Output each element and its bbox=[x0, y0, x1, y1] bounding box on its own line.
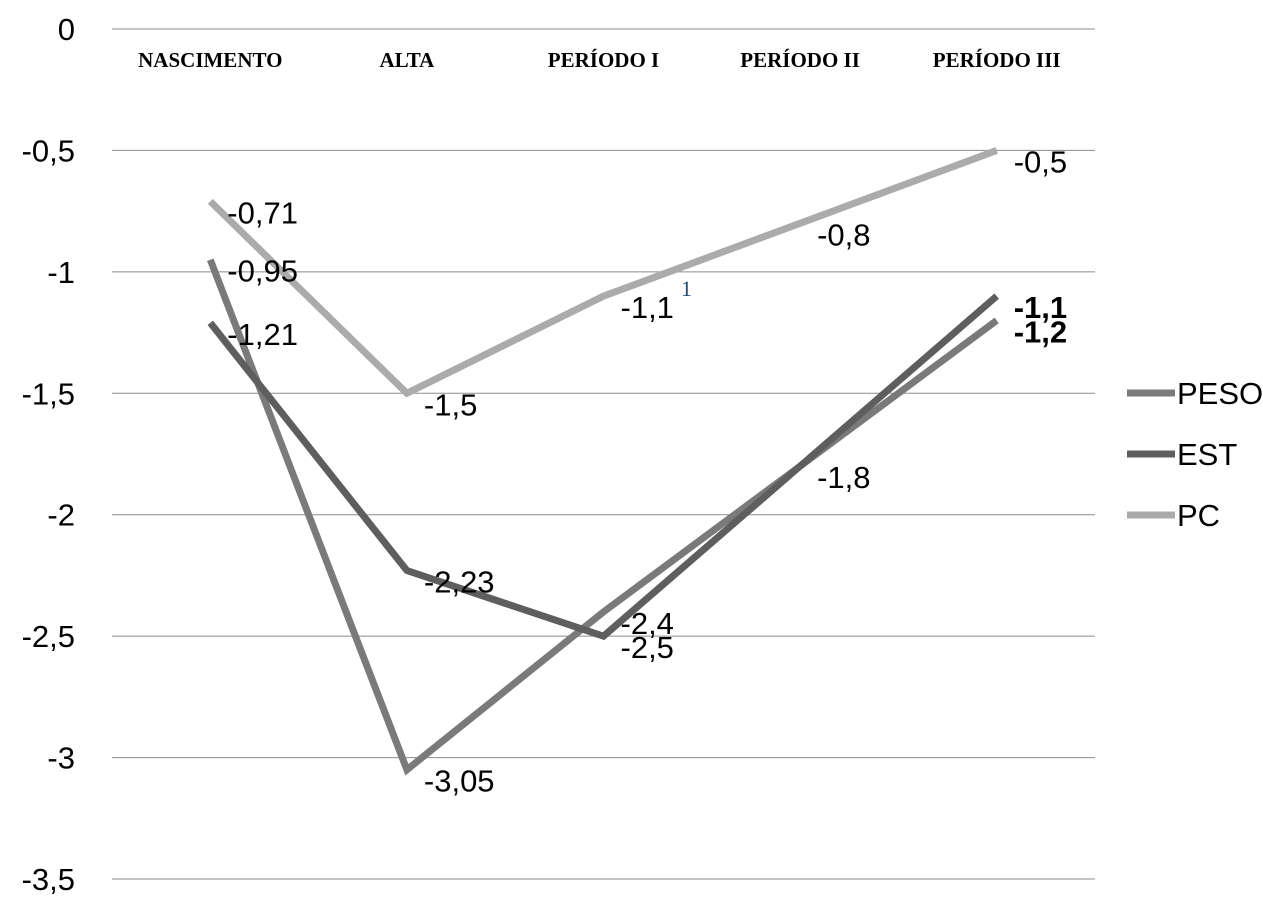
data-labels: -0,95 -3,05 -2,4 -1,2 -1,21 -2,23 -2,5 -1,8 -1,1… bbox=[227, 144, 1067, 798]
data-label-est: -2,23 bbox=[424, 565, 495, 600]
legend: PESO EST PC bbox=[1127, 376, 1263, 533]
footnote-marker: 1 bbox=[681, 276, 692, 301]
series-line-est bbox=[207, 293, 999, 641]
y-axis-ticks: 0 -0,5 -1 -1,5 -2 -2,5 -3 -3,5 bbox=[22, 12, 75, 897]
data-label-peso: -3,05 bbox=[424, 764, 495, 799]
y-tick-label: -1,5 bbox=[22, 376, 75, 411]
legend-label-est: EST bbox=[1177, 437, 1237, 472]
legend-label-peso: PESO bbox=[1177, 376, 1263, 411]
data-label-est: -1,8 bbox=[817, 460, 870, 495]
data-label-peso: -2,4 bbox=[621, 606, 674, 641]
data-label-est: -1,1 bbox=[1014, 290, 1067, 325]
y-tick-label: -3 bbox=[47, 741, 75, 776]
x-category-label: PERÍODO II bbox=[740, 48, 860, 72]
legend-label-pc: PC bbox=[1177, 498, 1220, 533]
x-category-label: PERÍODO III bbox=[933, 48, 1061, 72]
x-axis-categories: NASCIMENTO ALTA PERÍODO I PERÍODO II PERÍODO… bbox=[138, 48, 1060, 72]
series-lines bbox=[207, 147, 999, 776]
data-label-est: -1,21 bbox=[227, 317, 298, 352]
y-tick-label: -2 bbox=[47, 498, 75, 533]
series-line-pc bbox=[207, 147, 998, 398]
data-label-pc: -1,5 bbox=[424, 387, 477, 422]
y-tick-label: -1 bbox=[47, 255, 75, 290]
gridlines bbox=[112, 28, 1095, 880]
data-label-pc: -0,71 bbox=[227, 195, 298, 230]
data-label-est: -2,5 bbox=[621, 630, 674, 665]
x-category-label: ALTA bbox=[379, 48, 435, 72]
data-label-pc: -0,8 bbox=[817, 217, 870, 252]
y-tick-label: -3,5 bbox=[22, 862, 75, 897]
y-tick-label: -2,5 bbox=[22, 619, 75, 654]
y-tick-label: 0 bbox=[58, 12, 75, 47]
data-label-peso: -0,95 bbox=[227, 254, 298, 289]
data-label-peso: -1,2 bbox=[1014, 314, 1067, 349]
x-category-label: PERÍODO I bbox=[548, 48, 659, 72]
series-line-peso bbox=[207, 258, 999, 776]
x-category-label: NASCIMENTO bbox=[138, 48, 282, 72]
data-label-pc: -1,1 bbox=[621, 290, 674, 325]
data-label-pc: -0,5 bbox=[1014, 144, 1067, 179]
y-tick-label: -0,5 bbox=[22, 133, 75, 168]
